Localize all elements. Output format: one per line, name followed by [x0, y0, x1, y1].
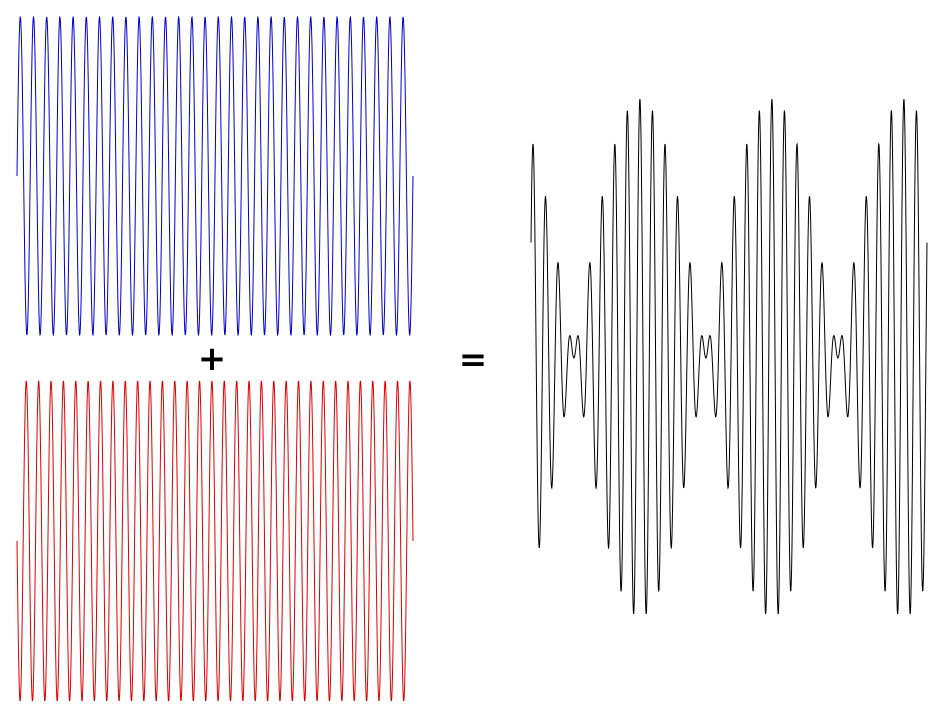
sum-wave-line	[530, 98, 928, 615]
sum-beat-wave	[530, 98, 928, 615]
red-wave-line	[16, 380, 414, 702]
equals-sign: =	[458, 340, 488, 380]
plus-sign: +	[197, 339, 227, 379]
blue-sine-wave	[16, 15, 414, 337]
red-sine-wave	[16, 380, 414, 702]
blue-wave-line	[16, 15, 414, 337]
